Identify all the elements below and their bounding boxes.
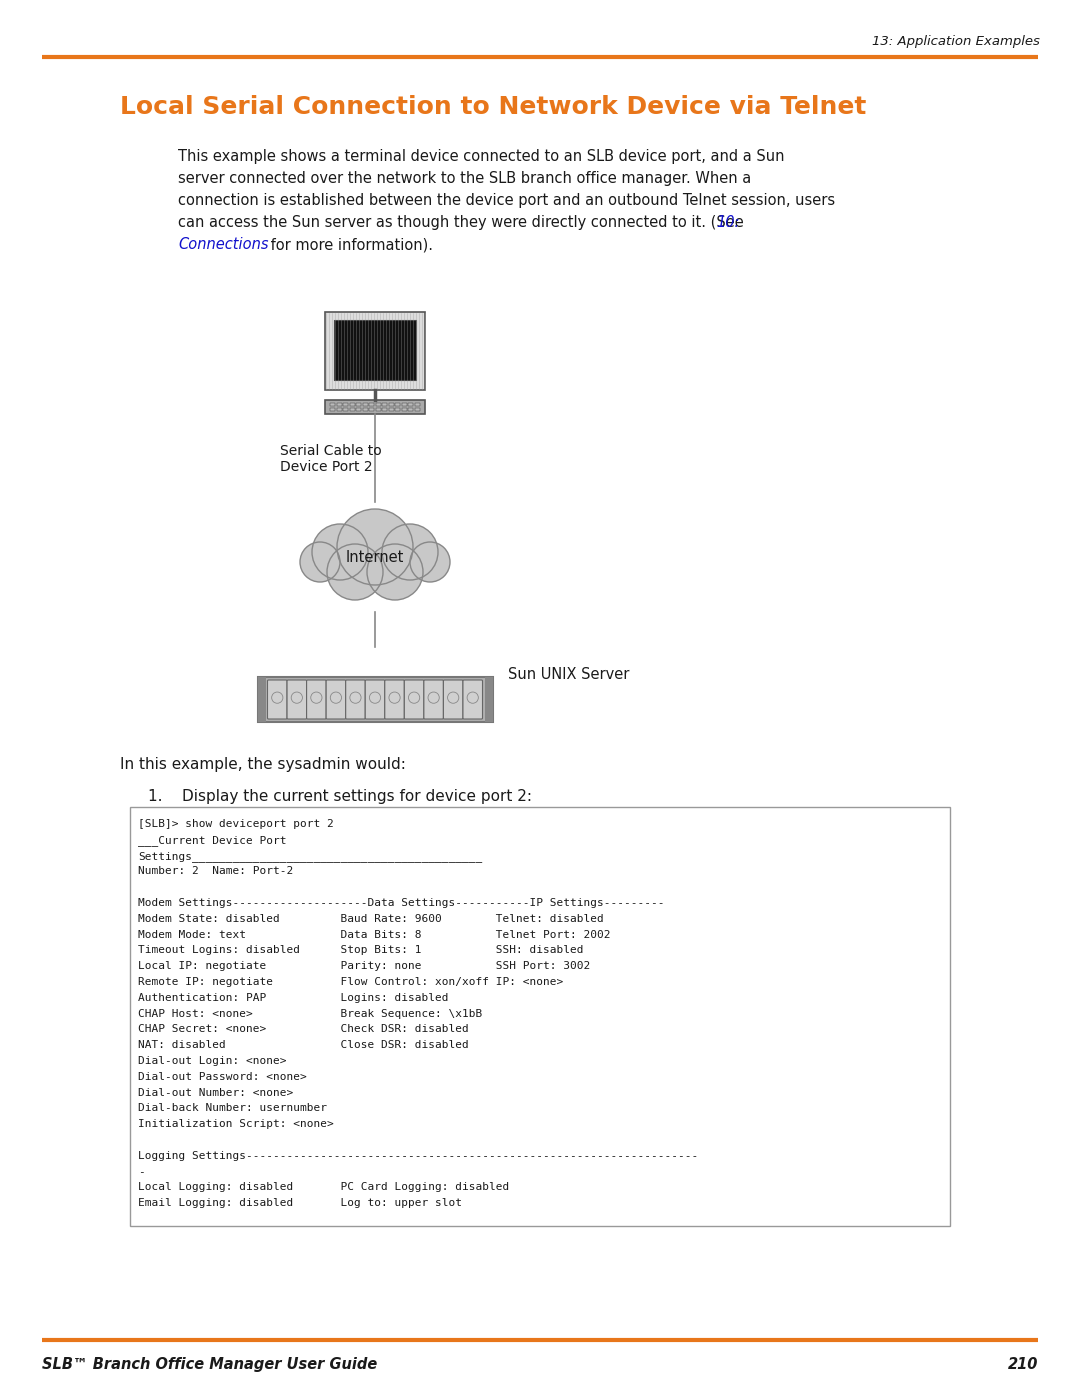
Text: CHAP Host: <none>             Break Sequence: \x1bB: CHAP Host: <none> Break Sequence: \x1bB [138,1009,483,1018]
FancyBboxPatch shape [326,680,346,719]
FancyBboxPatch shape [415,408,419,411]
FancyBboxPatch shape [330,402,335,407]
Text: NAT: disabled                 Close DSR: disabled: NAT: disabled Close DSR: disabled [138,1041,469,1051]
Text: Settings___________________________________________: Settings________________________________… [138,851,483,862]
FancyBboxPatch shape [444,680,463,719]
Text: Modem Mode: text              Data Bits: 8           Telnet Port: 2002: Modem Mode: text Data Bits: 8 Telnet Por… [138,929,610,940]
FancyBboxPatch shape [343,402,348,407]
FancyBboxPatch shape [365,680,384,719]
Text: Timeout Logins: disabled      Stop Bits: 1           SSH: disabled: Timeout Logins: disabled Stop Bits: 1 SS… [138,946,583,956]
FancyBboxPatch shape [485,678,492,722]
FancyBboxPatch shape [402,408,406,411]
Text: 13: Application Examples: 13: Application Examples [873,35,1040,49]
Text: Modem State: disabled         Baud Rate: 9600        Telnet: disabled: Modem State: disabled Baud Rate: 9600 Te… [138,914,604,923]
FancyBboxPatch shape [346,680,365,719]
FancyBboxPatch shape [343,408,348,411]
Text: 1.    Display the current settings for device port 2:: 1. Display the current settings for devi… [148,789,532,805]
Circle shape [300,542,340,583]
FancyBboxPatch shape [369,408,374,411]
FancyBboxPatch shape [257,678,266,722]
FancyBboxPatch shape [395,402,400,407]
Text: Serial Cable to
Device Port 2: Serial Cable to Device Port 2 [280,444,381,474]
Text: Dial-back Number: usernumber: Dial-back Number: usernumber [138,1104,327,1113]
Text: Dial-out Password: <none>: Dial-out Password: <none> [138,1071,307,1081]
FancyBboxPatch shape [334,320,416,380]
Text: Internet: Internet [346,549,404,564]
Text: Connections: Connections [178,237,269,251]
FancyBboxPatch shape [376,408,380,411]
FancyBboxPatch shape [307,680,326,719]
FancyBboxPatch shape [408,402,413,407]
Circle shape [367,543,423,599]
FancyBboxPatch shape [402,402,406,407]
FancyBboxPatch shape [369,402,374,407]
FancyBboxPatch shape [363,402,367,407]
FancyBboxPatch shape [363,408,367,411]
Text: Local IP: negotiate           Parity: none           SSH Port: 3002: Local IP: negotiate Parity: none SSH Por… [138,961,591,971]
FancyBboxPatch shape [325,400,426,414]
FancyBboxPatch shape [389,408,393,411]
Text: -: - [138,1166,145,1176]
FancyBboxPatch shape [257,678,492,722]
FancyBboxPatch shape [423,680,444,719]
Text: connection is established between the device port and an outbound Telnet session: connection is established between the de… [178,193,835,208]
FancyBboxPatch shape [395,408,400,411]
Text: Remote IP: negotiate          Flow Control: xon/xoff IP: <none>: Remote IP: negotiate Flow Control: xon/x… [138,977,564,988]
Text: [SLB]> show deviceport port 2: [SLB]> show deviceport port 2 [138,819,334,828]
FancyBboxPatch shape [330,408,335,411]
Text: can access the Sun server as though they were directly connected to it. (See: can access the Sun server as though they… [178,215,748,231]
FancyBboxPatch shape [287,680,307,719]
FancyBboxPatch shape [130,807,950,1227]
Text: Local Serial Connection to Network Device via Telnet: Local Serial Connection to Network Devic… [120,95,866,119]
Text: This example shows a terminal device connected to an SLB device port, and a Sun: This example shows a terminal device con… [178,149,784,163]
FancyBboxPatch shape [325,312,426,390]
Text: 210: 210 [1008,1356,1038,1372]
Text: Initialization Script: <none>: Initialization Script: <none> [138,1119,334,1129]
FancyBboxPatch shape [415,402,419,407]
FancyBboxPatch shape [382,408,387,411]
Circle shape [410,542,450,583]
Text: for more information).: for more information). [266,237,433,251]
FancyBboxPatch shape [376,402,380,407]
Circle shape [327,543,383,599]
Circle shape [382,524,438,580]
FancyBboxPatch shape [268,680,287,719]
FancyBboxPatch shape [384,680,404,719]
Text: Modem Settings--------------------Data Settings-----------IP Settings---------: Modem Settings--------------------Data S… [138,898,664,908]
FancyBboxPatch shape [404,680,423,719]
Text: CHAP Secret: <none>           Check DSR: disabled: CHAP Secret: <none> Check DSR: disabled [138,1024,469,1034]
FancyBboxPatch shape [408,408,413,411]
FancyBboxPatch shape [337,402,341,407]
FancyBboxPatch shape [350,408,354,411]
FancyBboxPatch shape [389,402,393,407]
Circle shape [312,524,368,580]
Text: In this example, the sysadmin would:: In this example, the sysadmin would: [120,757,406,773]
Text: Authentication: PAP           Logins: disabled: Authentication: PAP Logins: disabled [138,993,448,1003]
Text: Sun UNIX Server: Sun UNIX Server [508,666,629,682]
Text: SLB™ Branch Office Manager User Guide: SLB™ Branch Office Manager User Guide [42,1356,377,1372]
Text: Email Logging: disabled       Log to: upper slot: Email Logging: disabled Log to: upper sl… [138,1199,462,1208]
FancyBboxPatch shape [463,680,483,719]
Text: 10:: 10: [716,215,740,231]
FancyBboxPatch shape [356,408,361,411]
FancyBboxPatch shape [337,408,341,411]
Text: Number: 2  Name: Port-2: Number: 2 Name: Port-2 [138,866,294,876]
Text: Dial-out Login: <none>: Dial-out Login: <none> [138,1056,286,1066]
Text: Dial-out Number: <none>: Dial-out Number: <none> [138,1088,294,1098]
FancyBboxPatch shape [350,402,354,407]
Text: Logging Settings----------------------------------------------------------------: Logging Settings------------------------… [138,1151,699,1161]
Text: ___Current Device Port: ___Current Device Port [138,835,286,845]
Circle shape [337,509,413,585]
FancyBboxPatch shape [356,402,361,407]
FancyBboxPatch shape [382,402,387,407]
Text: server connected over the network to the SLB branch office manager. When a: server connected over the network to the… [178,170,752,186]
Text: Local Logging: disabled       PC Card Logging: disabled: Local Logging: disabled PC Card Logging:… [138,1182,510,1193]
